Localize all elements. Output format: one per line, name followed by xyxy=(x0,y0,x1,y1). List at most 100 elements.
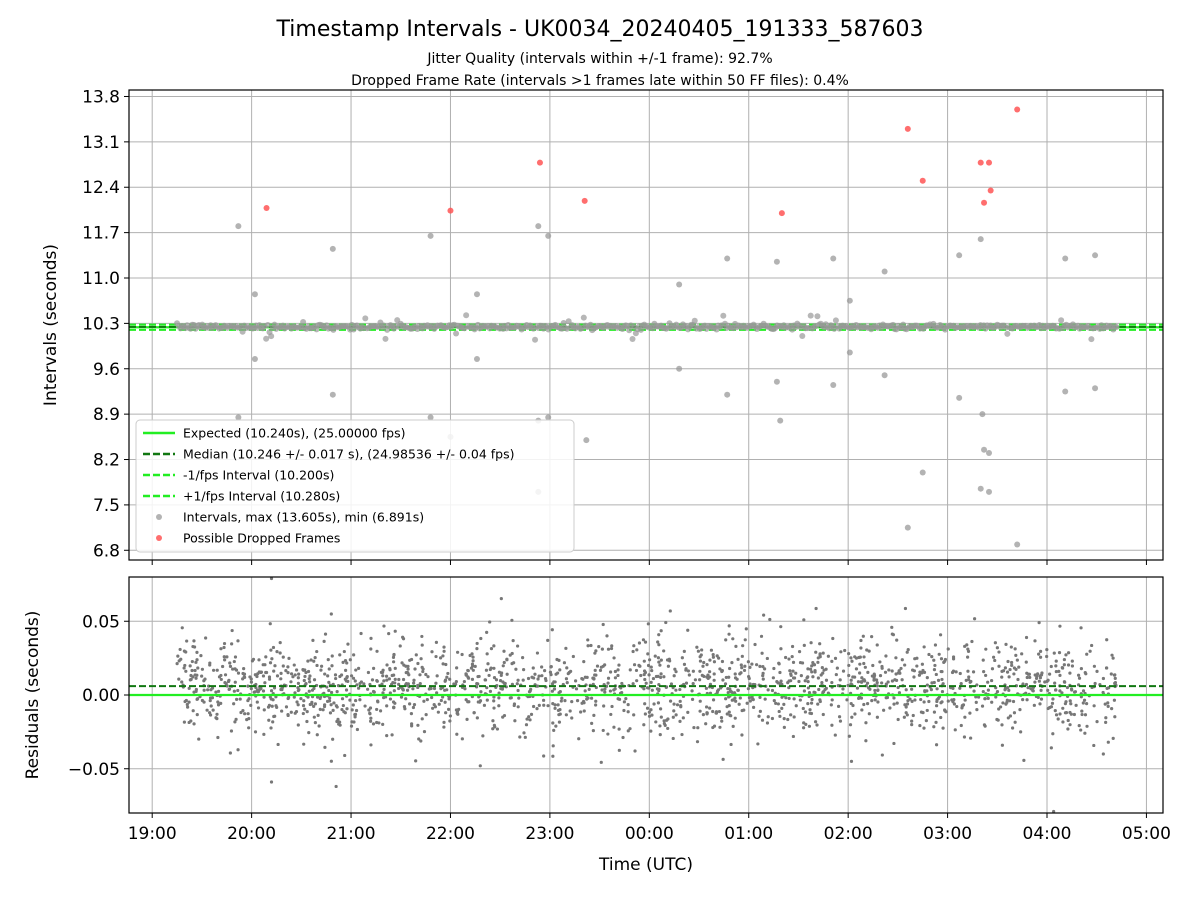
residual-point xyxy=(888,706,892,710)
residual-point xyxy=(980,704,985,708)
residual-point xyxy=(204,636,208,640)
residual-point xyxy=(843,648,847,653)
residual-point xyxy=(301,711,305,716)
residual-point xyxy=(1092,743,1096,748)
residual-point xyxy=(1056,717,1060,721)
interval-outlier-point xyxy=(545,414,552,421)
residual-point xyxy=(1068,699,1072,703)
residual-point xyxy=(616,673,620,678)
residual-point xyxy=(246,698,250,703)
residual-point xyxy=(878,674,883,678)
residual-point xyxy=(424,713,428,717)
residual-point xyxy=(911,668,915,672)
residual-point xyxy=(966,649,971,654)
residual-point xyxy=(930,655,934,659)
residual-point xyxy=(306,695,310,699)
residual-point xyxy=(1033,639,1037,643)
residual-point xyxy=(574,679,578,683)
residual-point xyxy=(289,672,294,676)
residual-point xyxy=(890,679,895,683)
residual-point xyxy=(565,666,569,670)
residual-point xyxy=(862,655,866,659)
residual-point xyxy=(806,675,810,679)
dropped-frame-point xyxy=(977,159,984,166)
interval-point xyxy=(1058,317,1065,324)
residual-point xyxy=(345,707,349,711)
residual-point xyxy=(747,674,751,679)
residual-point xyxy=(210,686,215,690)
residual-point xyxy=(448,714,452,718)
residual-point xyxy=(296,688,300,693)
residual-point xyxy=(281,655,285,659)
interval-point xyxy=(720,312,727,319)
residual-point xyxy=(830,698,834,702)
residual-point xyxy=(540,665,544,669)
residual-point xyxy=(778,670,782,675)
residual-point xyxy=(286,671,290,675)
residual-point xyxy=(448,719,452,723)
residual-point xyxy=(801,726,806,730)
residual-point xyxy=(668,609,672,613)
residual-point xyxy=(261,689,266,693)
residual-point xyxy=(967,675,971,679)
residual-point xyxy=(205,708,209,712)
residual-point xyxy=(1037,621,1041,625)
residual-point xyxy=(1111,656,1115,660)
residual-point xyxy=(747,696,752,700)
residual-point xyxy=(353,713,357,717)
residual-point xyxy=(1004,702,1008,706)
residual-point xyxy=(606,647,611,651)
residual-point xyxy=(302,699,306,703)
intervals-y-tick-label: 9.6 xyxy=(93,360,120,380)
residual-point xyxy=(523,735,527,739)
residual-point xyxy=(802,618,806,622)
residual-point xyxy=(535,706,539,711)
residual-point xyxy=(1015,658,1019,662)
residual-point xyxy=(880,666,884,670)
residual-point xyxy=(1058,673,1062,677)
residual-point xyxy=(701,713,705,717)
residual-point xyxy=(510,651,514,656)
residual-point xyxy=(702,660,706,665)
residual-point xyxy=(497,704,501,708)
interval-point xyxy=(380,322,387,329)
residual-point xyxy=(329,612,333,616)
residual-point xyxy=(898,671,902,675)
residual-point xyxy=(786,717,790,722)
residual-point xyxy=(794,671,798,675)
intervals-axes-frame xyxy=(128,89,1164,561)
residual-point xyxy=(964,678,968,682)
residual-point xyxy=(935,704,939,708)
residual-point xyxy=(777,662,781,666)
residual-point xyxy=(973,617,977,621)
residual-point xyxy=(982,670,986,674)
residual-point xyxy=(306,669,311,674)
residual-point xyxy=(302,678,306,683)
residual-point xyxy=(409,712,414,716)
residual-point xyxy=(1008,714,1013,718)
residual-point xyxy=(529,712,534,716)
residual-point xyxy=(286,713,290,718)
residual-point xyxy=(818,642,822,646)
residual-point xyxy=(1034,676,1039,680)
residual-point xyxy=(913,698,917,702)
residual-point xyxy=(216,689,221,693)
residual-point xyxy=(307,689,311,693)
residual-point xyxy=(550,689,554,693)
residual-point xyxy=(430,650,434,654)
interval-outlier-point xyxy=(846,297,853,304)
residual-point xyxy=(397,677,401,682)
residual-point xyxy=(790,654,794,659)
residual-point xyxy=(516,678,520,682)
residual-point xyxy=(674,670,678,674)
residual-point xyxy=(728,666,732,671)
residual-point xyxy=(589,696,594,700)
residual-point xyxy=(1029,687,1033,691)
residual-point xyxy=(940,677,944,682)
residual-point xyxy=(671,715,675,719)
residual-point xyxy=(1054,713,1059,717)
residual-point xyxy=(340,707,344,712)
residual-point xyxy=(883,670,888,674)
residual-point xyxy=(382,624,386,628)
dropped-frame-point xyxy=(986,159,993,166)
